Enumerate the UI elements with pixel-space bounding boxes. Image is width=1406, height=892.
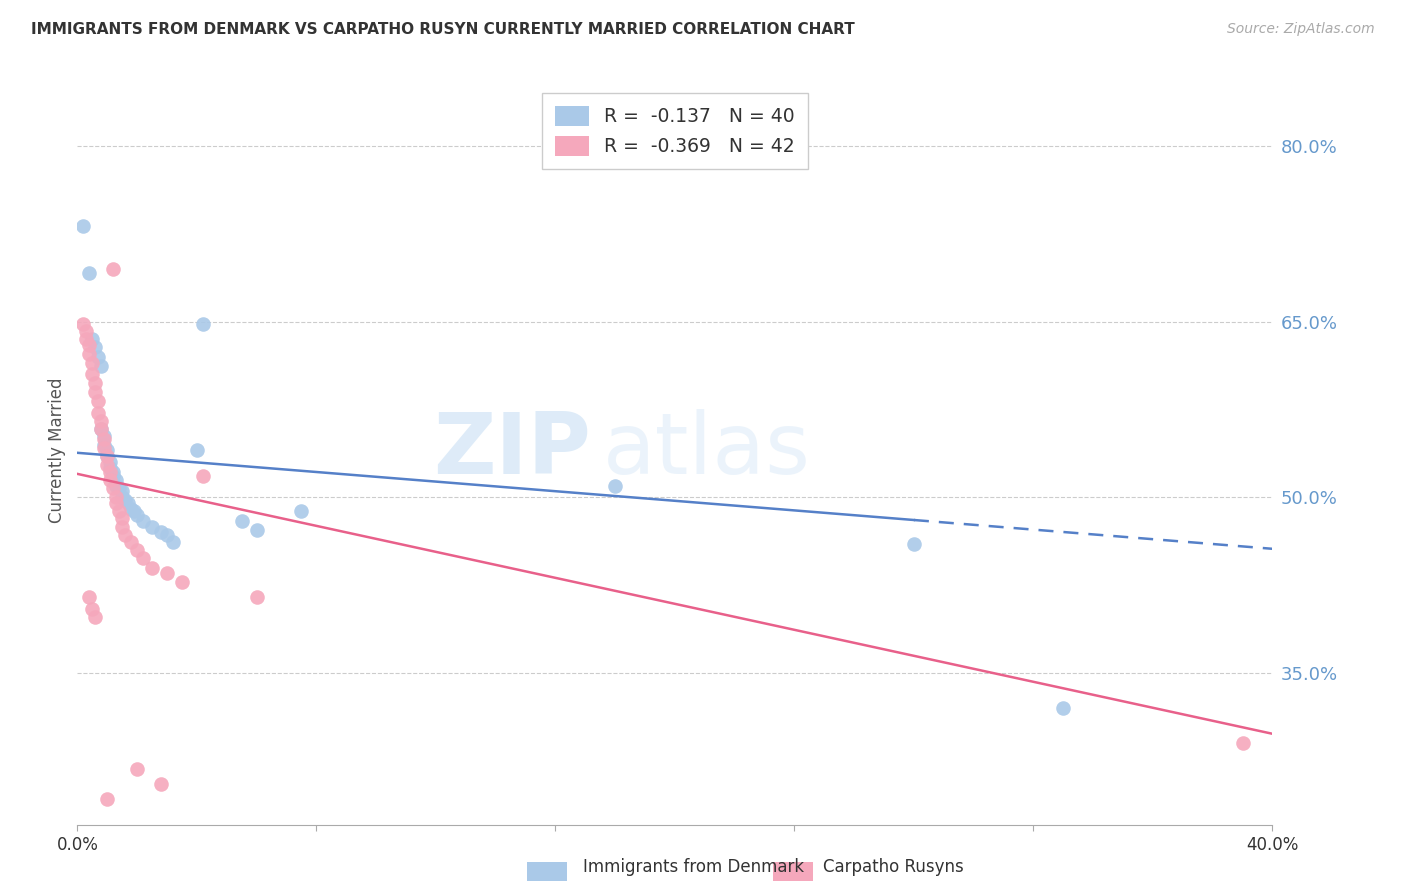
Point [127, 762, 149, 776]
Point [231, 514, 253, 528]
Point [96, 450, 118, 464]
Y-axis label: Currently Married: Currently Married [48, 377, 66, 524]
Point [156, 527, 179, 541]
Point [82, 356, 104, 370]
Point [90, 422, 112, 436]
Point [93, 432, 115, 446]
Point [103, 465, 124, 479]
Point [87, 406, 110, 420]
Point [96, 450, 118, 464]
Point [111, 511, 134, 525]
Point [1052, 701, 1074, 715]
Point [96, 792, 118, 806]
Point [72, 219, 94, 233]
Point [93, 437, 115, 451]
Point [82, 368, 104, 382]
Point [186, 443, 208, 458]
Point [111, 490, 134, 504]
Point [96, 458, 118, 472]
Point [132, 551, 155, 566]
Point [111, 519, 134, 533]
Point [141, 871, 163, 885]
Point [79, 590, 101, 604]
Point [84, 376, 107, 390]
Point [82, 332, 104, 346]
Point [105, 473, 128, 487]
Point [117, 496, 139, 510]
Legend: R =  -0.137   N = 40, R =  -0.369   N = 42: R = -0.137 N = 40, R = -0.369 N = 42 [543, 93, 807, 169]
Point [103, 262, 124, 277]
Point [105, 490, 128, 504]
Point [84, 340, 107, 354]
Point [82, 601, 104, 615]
Point [79, 338, 101, 352]
Text: ZIP: ZIP [433, 409, 592, 492]
Point [90, 414, 112, 428]
Point [87, 350, 110, 364]
Point [132, 514, 155, 528]
Point [98, 461, 121, 475]
Point [290, 504, 312, 518]
Point [141, 560, 163, 574]
Point [93, 429, 115, 443]
Point [246, 590, 269, 604]
Point [114, 492, 136, 507]
Point [79, 347, 101, 361]
Point [111, 484, 134, 499]
Point [191, 317, 214, 331]
Point [1232, 736, 1254, 750]
Point [108, 504, 131, 518]
Point [103, 481, 124, 495]
Text: IMMIGRANTS FROM DENMARK VS CARPATHO RUSYN CURRENTLY MARRIED CORRELATION CHART: IMMIGRANTS FROM DENMARK VS CARPATHO RUSY… [31, 22, 855, 37]
Point [72, 317, 94, 331]
Point [90, 422, 112, 436]
Point [156, 566, 179, 581]
Point [191, 469, 214, 483]
Point [120, 534, 142, 549]
Point [127, 543, 149, 558]
Point [98, 473, 121, 487]
Point [122, 504, 145, 518]
Point [84, 384, 107, 399]
Point [120, 502, 142, 516]
Point [84, 609, 107, 624]
Point [75, 324, 97, 338]
Point [170, 574, 193, 589]
Point [93, 441, 115, 455]
Point [246, 523, 269, 537]
Text: Carpatho Rusyns: Carpatho Rusyns [823, 858, 963, 876]
Text: Source: ZipAtlas.com: Source: ZipAtlas.com [1227, 22, 1375, 37]
Point [114, 527, 136, 541]
Point [105, 478, 128, 492]
Point [79, 266, 101, 280]
Point [162, 534, 184, 549]
Point [605, 478, 627, 492]
Text: Immigrants from Denmark: Immigrants from Denmark [583, 858, 804, 876]
Point [90, 359, 112, 373]
Point [141, 519, 163, 533]
Point [98, 465, 121, 479]
Point [105, 496, 128, 510]
Point [96, 443, 118, 458]
Point [103, 469, 124, 483]
Point [127, 508, 149, 522]
Point [98, 455, 121, 469]
Point [150, 777, 173, 791]
Point [87, 394, 110, 409]
Point [75, 332, 97, 346]
Text: atlas: atlas [603, 409, 811, 492]
Point [108, 481, 131, 495]
Point [903, 537, 925, 551]
Point [150, 525, 173, 540]
